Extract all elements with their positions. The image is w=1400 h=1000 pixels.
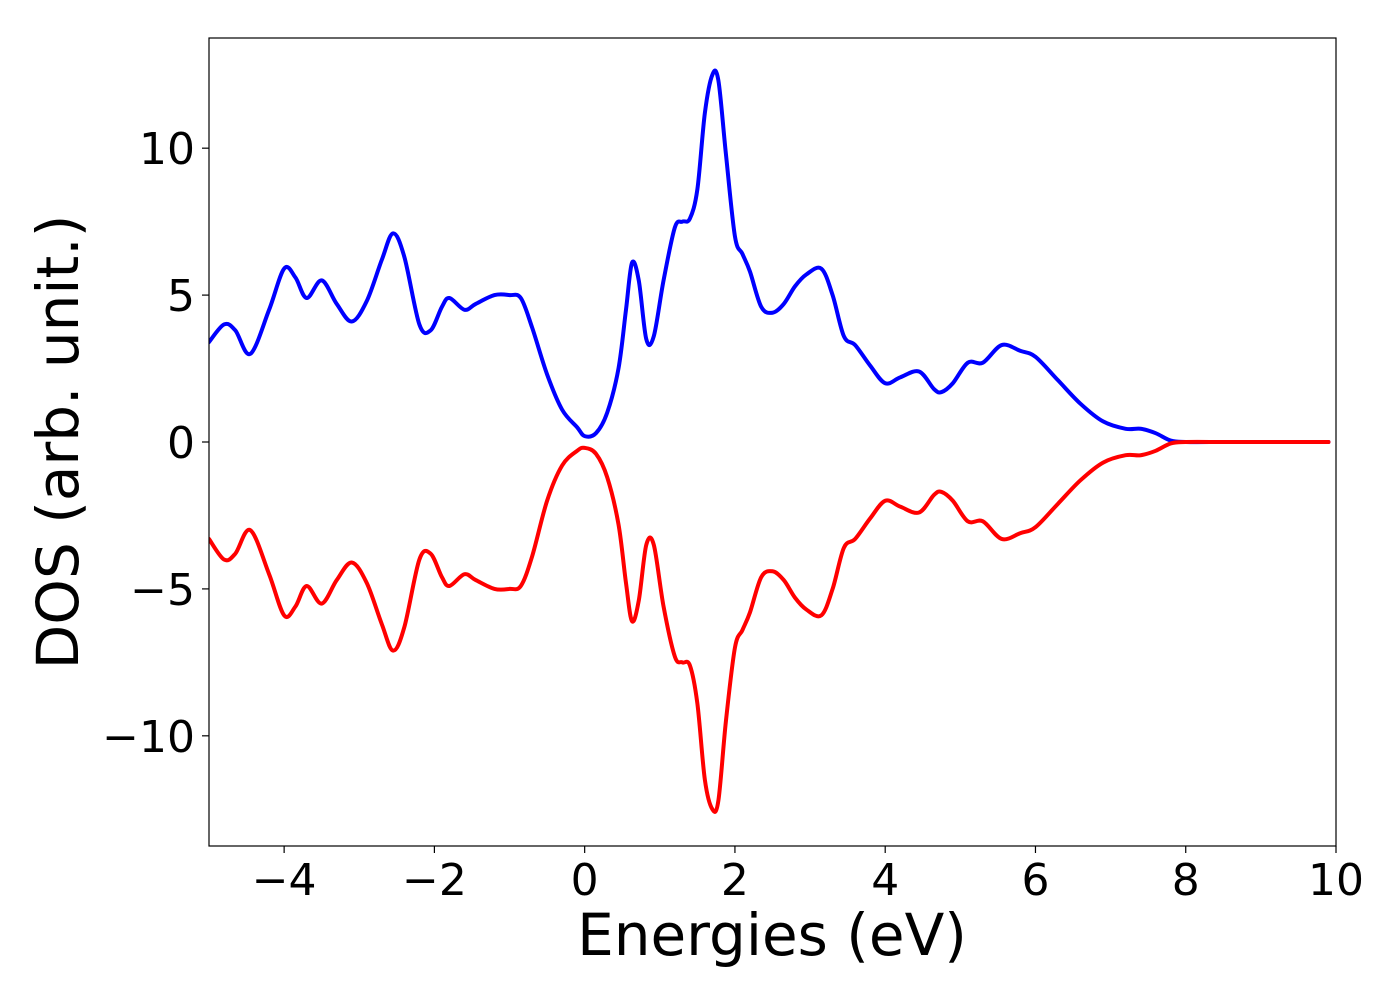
x-tick-label: 0: [571, 855, 599, 906]
y-tick-label: −10: [102, 712, 195, 763]
x-tick-label: 2: [721, 855, 749, 906]
x-tick-label: −4: [252, 855, 317, 906]
x-tick-label: 6: [1021, 855, 1049, 906]
x-tick-label: 4: [871, 855, 899, 906]
y-tick-label: 0: [167, 418, 195, 469]
x-tick-label: 10: [1308, 855, 1364, 906]
y-axis: −10 −5 0 5 10: [102, 124, 209, 763]
x-tick-label: −2: [402, 855, 467, 906]
x-tick-label: 8: [1172, 855, 1200, 906]
x-axis-label: Energies (eV): [577, 901, 967, 969]
x-axis: −4 −2 0 2 4 6 8 10: [252, 846, 1364, 906]
y-tick-label: 5: [167, 271, 195, 322]
y-tick-label: 10: [139, 124, 195, 175]
y-tick-label: −5: [130, 565, 195, 616]
series-line-blue: [209, 68, 1331, 445]
series-line-red: [209, 439, 1331, 814]
y-axis-label: DOS (arb. unit.): [24, 215, 92, 670]
series-layer: [209, 68, 1331, 814]
